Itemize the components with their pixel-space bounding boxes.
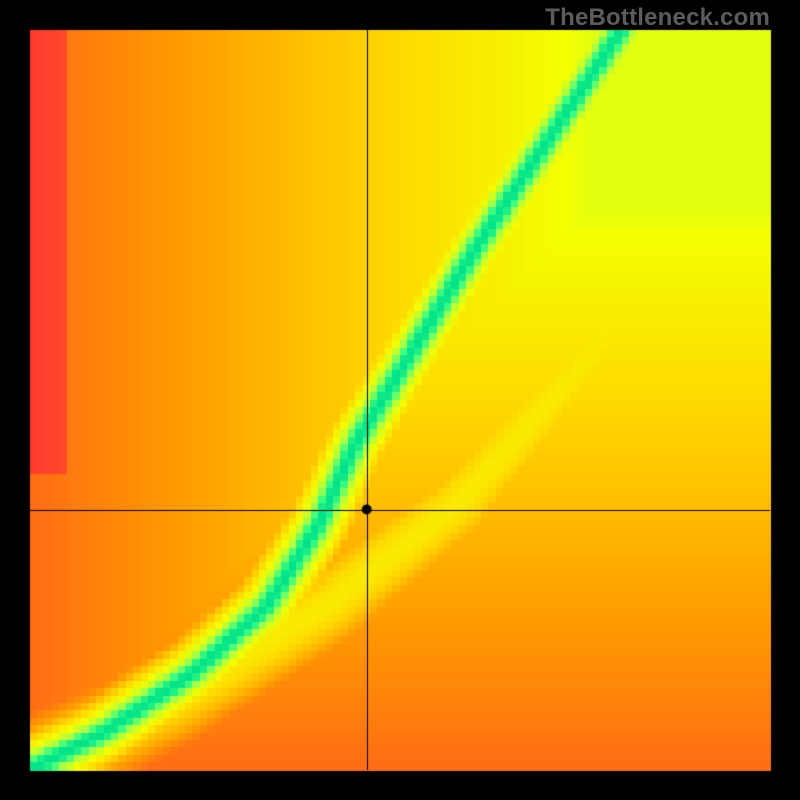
bottleneck-heatmap bbox=[0, 0, 800, 800]
chart-container: TheBottleneck.com bbox=[0, 0, 800, 800]
